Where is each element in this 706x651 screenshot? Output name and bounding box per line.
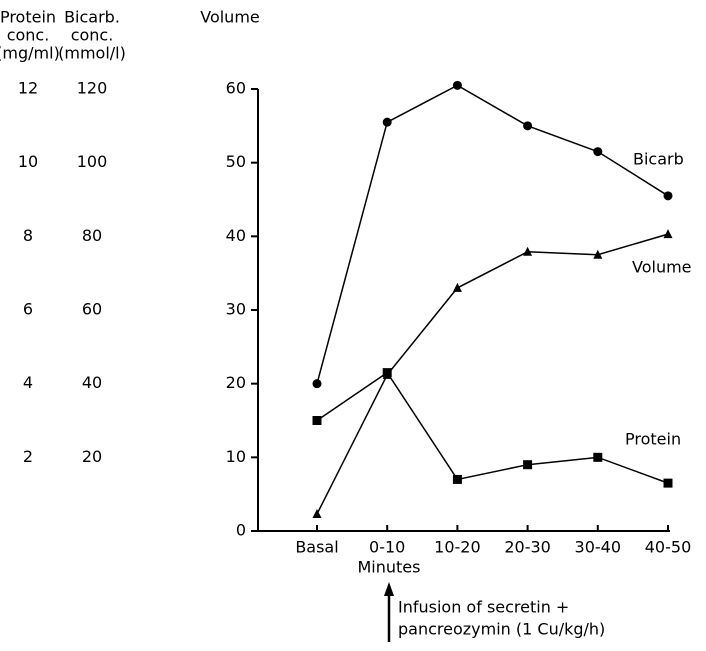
- y-tick-label: 40: [82, 373, 102, 392]
- y-tick-label: 4: [23, 373, 33, 392]
- marker: [523, 121, 533, 131]
- axis-title: Volume: [200, 8, 260, 27]
- series-label: Protein: [625, 430, 681, 449]
- y-tick-label: 8: [23, 226, 33, 245]
- x-tick-label: 20-30: [504, 538, 551, 557]
- x-tick-label: 30-40: [575, 538, 622, 557]
- annotation: pancreozymin (1 Cu/kg/h): [398, 620, 605, 639]
- series-line: [316, 371, 669, 484]
- y-tick-label: 6: [23, 300, 33, 319]
- x-tick-label: 40-50: [645, 538, 692, 557]
- axis-title: (mg/ml): [0, 44, 60, 63]
- y-tick-label: 40: [226, 226, 246, 245]
- marker: [593, 147, 603, 157]
- marker: [523, 460, 533, 470]
- y-tick-label: 100: [77, 152, 108, 171]
- marker: [452, 474, 462, 484]
- y-tick-label: 30: [226, 300, 246, 319]
- axis-title: conc.: [71, 26, 114, 45]
- y-tick-label: 10: [18, 152, 38, 171]
- axis-title: conc.: [7, 26, 50, 45]
- marker: [452, 80, 462, 90]
- marker: [593, 249, 603, 259]
- series-label: Bicarb: [633, 150, 684, 169]
- series-line: [316, 84, 669, 384]
- marker: [593, 452, 603, 462]
- x-tick-label: 10-20: [434, 538, 481, 557]
- y-tick-label: 10: [226, 447, 246, 466]
- y-tick-label: 2: [23, 447, 33, 466]
- y-tick-label: 12: [18, 79, 38, 98]
- axis-title: (mmol/l): [58, 44, 126, 63]
- y-tick-label: 80: [82, 226, 102, 245]
- series-label: Volume: [632, 258, 692, 277]
- marker: [663, 478, 673, 488]
- y-tick-label: 60: [226, 79, 246, 98]
- y-tick-label: 50: [226, 152, 246, 171]
- x-tick-label: Basal: [295, 538, 338, 557]
- marker: [523, 246, 533, 256]
- marker: [312, 379, 322, 389]
- y-tick-label: 120: [77, 79, 108, 98]
- series-line: [316, 233, 669, 515]
- axis-title: Protein: [0, 8, 56, 27]
- marker: [663, 229, 673, 239]
- y-tick-label: 0: [236, 521, 246, 540]
- marker: [382, 368, 392, 378]
- axis-title: Bicarb.: [64, 8, 120, 27]
- y-tick-label: 20: [226, 373, 246, 392]
- marker: [663, 191, 673, 201]
- y-tick-label: 60: [82, 300, 102, 319]
- marker: [312, 416, 322, 425]
- marker: [452, 282, 462, 292]
- x-tick-label: 0-10: [369, 538, 405, 557]
- annotation: Infusion of secretin +: [398, 598, 569, 617]
- y-tick-label: 20: [82, 447, 102, 466]
- arrow-head: [384, 582, 394, 596]
- marker: [312, 509, 322, 519]
- marker: [382, 117, 392, 127]
- x-axis-label: Minutes: [358, 558, 421, 577]
